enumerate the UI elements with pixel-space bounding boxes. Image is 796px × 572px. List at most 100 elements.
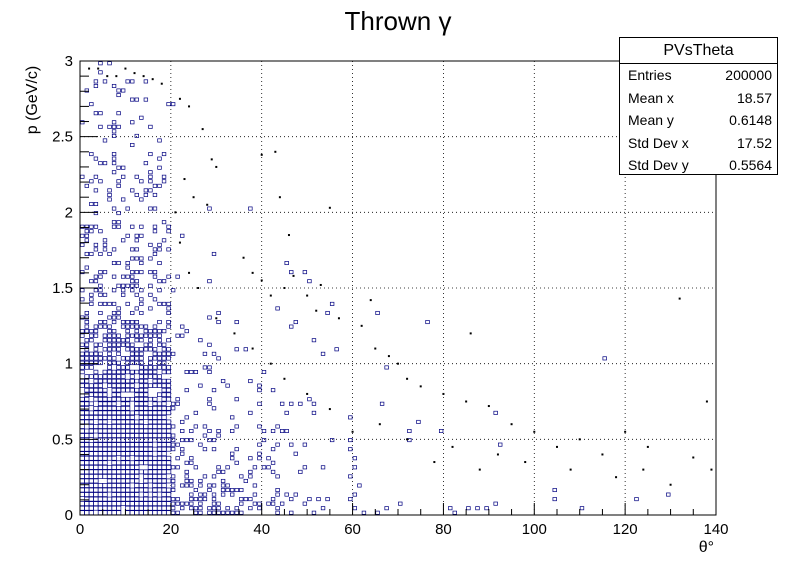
hist-bin [198, 501, 203, 506]
hist-bin [147, 396, 153, 402]
hist-bin [166, 351, 171, 356]
hist-bin [148, 360, 153, 366]
hist-bin [107, 251, 112, 256]
chart-title: Thrown γ [345, 6, 452, 36]
hist-bin [93, 410, 99, 416]
hist-bin [152, 469, 158, 475]
hist-bin [134, 356, 140, 361]
hist-bin [143, 374, 149, 379]
hist-bin [138, 442, 144, 448]
hist-bin [116, 333, 121, 338]
hist-bin [352, 465, 358, 470]
hist-bin [156, 505, 163, 511]
hist-bin [257, 442, 262, 447]
hist-bin [156, 424, 163, 429]
hist-bin [120, 197, 126, 202]
hist-bin [139, 261, 144, 266]
hist-bin [156, 501, 163, 507]
hist-bin [152, 356, 158, 361]
hist-bin [134, 192, 139, 197]
data-point [233, 332, 236, 335]
y-tick-label: 0 [65, 507, 73, 524]
hist-bin [211, 388, 217, 393]
hist-bin [120, 387, 126, 393]
hist-bin [102, 505, 108, 511]
hist-bin [120, 496, 126, 502]
hist-bin [207, 488, 212, 493]
hist-bin [89, 102, 94, 107]
hist-bin [102, 483, 108, 488]
hist-bin [129, 460, 135, 466]
hist-bin [165, 478, 172, 484]
hist-bin [202, 433, 208, 438]
y-tick-label: 2.5 [52, 129, 73, 146]
hist-bin [184, 478, 189, 483]
hist-bin [120, 383, 126, 388]
hist-bin [202, 474, 208, 479]
hist-bin [89, 152, 94, 157]
hist-bin [79, 351, 85, 356]
hist-bin [279, 429, 285, 433]
hist-bin [211, 438, 217, 443]
hist-bin [189, 429, 194, 433]
data-point [201, 128, 204, 131]
hist-bin [84, 233, 89, 238]
hist-bin [293, 451, 298, 456]
hist-bin [115, 492, 122, 497]
data-point [133, 72, 136, 75]
hist-bin [148, 369, 153, 375]
hist-bin [134, 320, 140, 325]
hist-bin [115, 424, 122, 429]
hist-bin [93, 424, 99, 429]
data-point [328, 206, 331, 209]
hist-bin [248, 410, 253, 415]
hist-bin [106, 415, 113, 420]
hist-bin [134, 474, 140, 479]
data-point [269, 362, 272, 365]
hist-bin [138, 505, 144, 511]
hist-bin [275, 474, 280, 479]
hist-bin [147, 433, 154, 438]
stats-row-mean-x: Mean x 18.57 [620, 87, 777, 110]
hist-bin [97, 405, 103, 411]
hist-bin [152, 474, 158, 479]
hist-bin [189, 370, 194, 374]
stats-value: 0.5564 [729, 157, 772, 173]
hist-bin [93, 446, 99, 452]
hist-bin [125, 405, 131, 411]
data-point [88, 67, 91, 70]
hist-bin [111, 405, 117, 411]
hist-bin [225, 488, 230, 493]
hist-bin [207, 315, 212, 320]
hist-bin [148, 206, 153, 211]
hist-bin [139, 324, 144, 329]
hist-bin [161, 437, 167, 443]
hist-bin [302, 465, 308, 470]
hist-bin [89, 351, 94, 356]
hist-bin [252, 492, 258, 497]
hist-bin [93, 333, 99, 338]
hist-bin [166, 356, 171, 361]
hist-bin [134, 97, 139, 102]
hist-bin [152, 455, 158, 461]
hist-bin [138, 428, 144, 434]
hist-bin [329, 301, 335, 306]
hist-bin [107, 347, 112, 352]
hist-bin [129, 510, 135, 516]
hist-bin [111, 433, 117, 438]
hist-bin [248, 506, 253, 511]
hist-bin [107, 383, 112, 388]
hist-bin [116, 111, 121, 116]
hist-bin [134, 133, 139, 138]
hist-bin [225, 510, 230, 515]
hist-bin [230, 429, 235, 433]
data-point [478, 468, 481, 471]
hist-bin [166, 410, 172, 416]
hist-bin [80, 329, 85, 334]
hist-bin [152, 224, 158, 229]
hist-bin [107, 315, 112, 320]
hist-bin [161, 365, 167, 370]
hist-bin [129, 369, 135, 375]
hist-bin [88, 383, 94, 388]
